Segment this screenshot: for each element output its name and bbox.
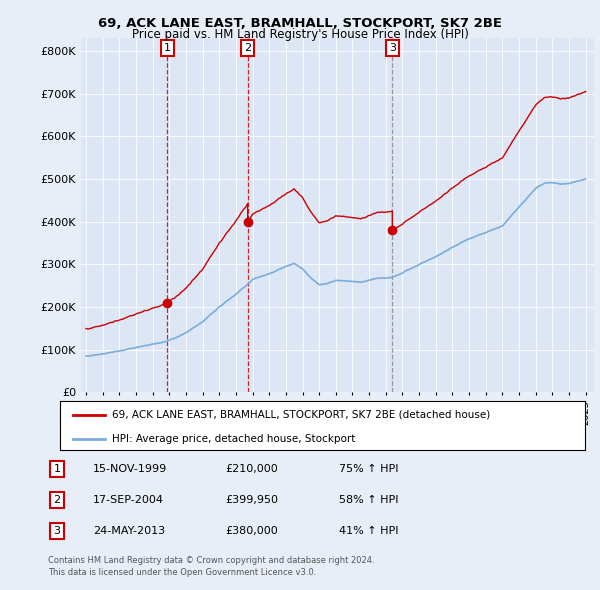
Text: 1: 1 <box>164 43 171 53</box>
Text: 58% ↑ HPI: 58% ↑ HPI <box>339 496 398 505</box>
Text: 75% ↑ HPI: 75% ↑ HPI <box>339 464 398 474</box>
Text: Price paid vs. HM Land Registry's House Price Index (HPI): Price paid vs. HM Land Registry's House … <box>131 28 469 41</box>
Text: Contains HM Land Registry data © Crown copyright and database right 2024.: Contains HM Land Registry data © Crown c… <box>48 556 374 565</box>
Text: 2: 2 <box>53 496 61 505</box>
Text: £399,950: £399,950 <box>225 496 278 505</box>
Text: 41% ↑ HPI: 41% ↑ HPI <box>339 526 398 536</box>
Text: £210,000: £210,000 <box>225 464 278 474</box>
Text: This data is licensed under the Open Government Licence v3.0.: This data is licensed under the Open Gov… <box>48 568 316 577</box>
Text: 3: 3 <box>53 526 61 536</box>
Text: HPI: Average price, detached house, Stockport: HPI: Average price, detached house, Stoc… <box>113 434 356 444</box>
Text: 24-MAY-2013: 24-MAY-2013 <box>93 526 165 536</box>
Text: £380,000: £380,000 <box>225 526 278 536</box>
Text: 15-NOV-1999: 15-NOV-1999 <box>93 464 167 474</box>
Text: 69, ACK LANE EAST, BRAMHALL, STOCKPORT, SK7 2BE (detached house): 69, ACK LANE EAST, BRAMHALL, STOCKPORT, … <box>113 409 491 419</box>
Text: 3: 3 <box>389 43 396 53</box>
Text: 17-SEP-2004: 17-SEP-2004 <box>93 496 164 505</box>
Text: 69, ACK LANE EAST, BRAMHALL, STOCKPORT, SK7 2BE: 69, ACK LANE EAST, BRAMHALL, STOCKPORT, … <box>98 17 502 30</box>
Text: 1: 1 <box>53 464 61 474</box>
Text: 2: 2 <box>244 43 251 53</box>
